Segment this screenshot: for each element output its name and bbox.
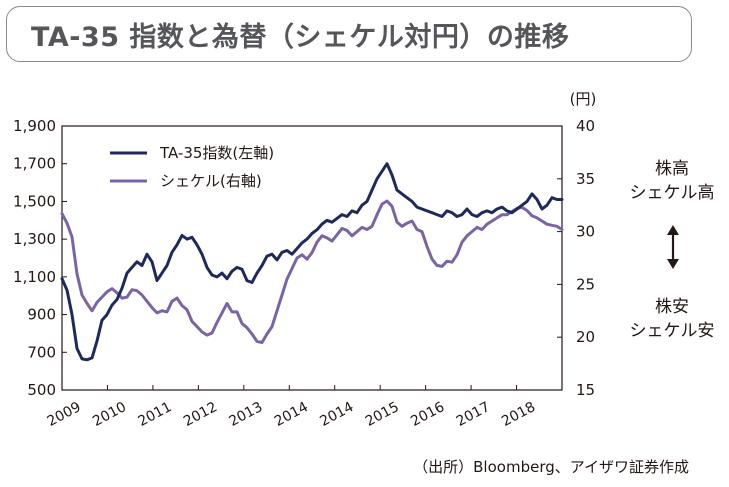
left-axis-tick-label: 1,700 [13,155,56,173]
right-axis-tick-label: 40 [576,117,595,135]
plot-frame [61,125,563,391]
left-axis-tick-label: 500 [27,381,56,399]
x-axis-tick-label: 2014 [317,399,356,430]
right-axis-tick-label: 30 [576,223,595,241]
upper-annotation-line1: 株高 [655,159,689,179]
series-ta35-line [60,162,564,362]
series-shekel-line [60,199,564,344]
lower-annotation-line2: シェケル安 [629,321,715,341]
left-axis-tick-label: 1,100 [13,268,56,286]
lower-annotation-line1: 株安 [655,297,689,317]
axes-layer: 1,900 1,700 1,500 1,300 1,100 900 700 500 40 35 30… [13,90,596,430]
source-note: （出所）Bloomberg、アイザワ証券作成 [413,458,689,476]
up-down-arrow-icon [667,225,679,269]
x-axis-tick-label: 2010 [90,399,129,430]
upper-annotation-line2: シェケル高 [629,183,715,203]
lower-annotation: 株安 シェケル安 [607,295,729,343]
legend-ta35-label: TA-35指数(左軸) [159,144,274,162]
x-axis-tick-label: 2017 [454,399,493,430]
x-axis-tick-label: 2011 [136,399,175,430]
right-axis-tick-label: 15 [576,381,595,399]
left-axis-tick-label: 1,900 [13,117,56,135]
legend: TA-35指数(左軸) シェケル(右軸) [110,144,274,190]
right-axis-tick-label: 35 [576,170,595,188]
legend-shekel-label: シェケル(右軸) [160,172,262,190]
right-axis-unit: (円) [570,90,597,108]
upper-annotation: 株高 シェケル高 [607,157,729,205]
left-axis-tick-label: 1,300 [13,230,56,248]
right-axis-tick-label: 25 [576,275,595,293]
x-axis-tick-label: 2013 [226,399,265,430]
title-box: TA-35 指数と為替（シェケル対円）の推移 [6,6,692,62]
left-axis-tick-label: 1,500 [13,192,56,210]
left-axis-tick-label: 700 [27,343,56,361]
right-axis-tick-label: 20 [576,328,595,346]
series-layer [60,162,564,362]
x-axis-tick-label: 2016 [408,399,447,430]
left-axis-tick-label: 900 [27,306,56,324]
x-axis-tick-label: 2014 [272,399,311,430]
x-axis-tick-label: 2012 [181,399,220,430]
x-axis-tick-label: 2009 [45,399,84,430]
chart-title: TA-35 指数と為替（シェケル対円）の推移 [31,21,570,53]
x-axis-tick-label: 2018 [499,399,538,430]
x-axis-tick-label: 2015 [363,399,402,430]
